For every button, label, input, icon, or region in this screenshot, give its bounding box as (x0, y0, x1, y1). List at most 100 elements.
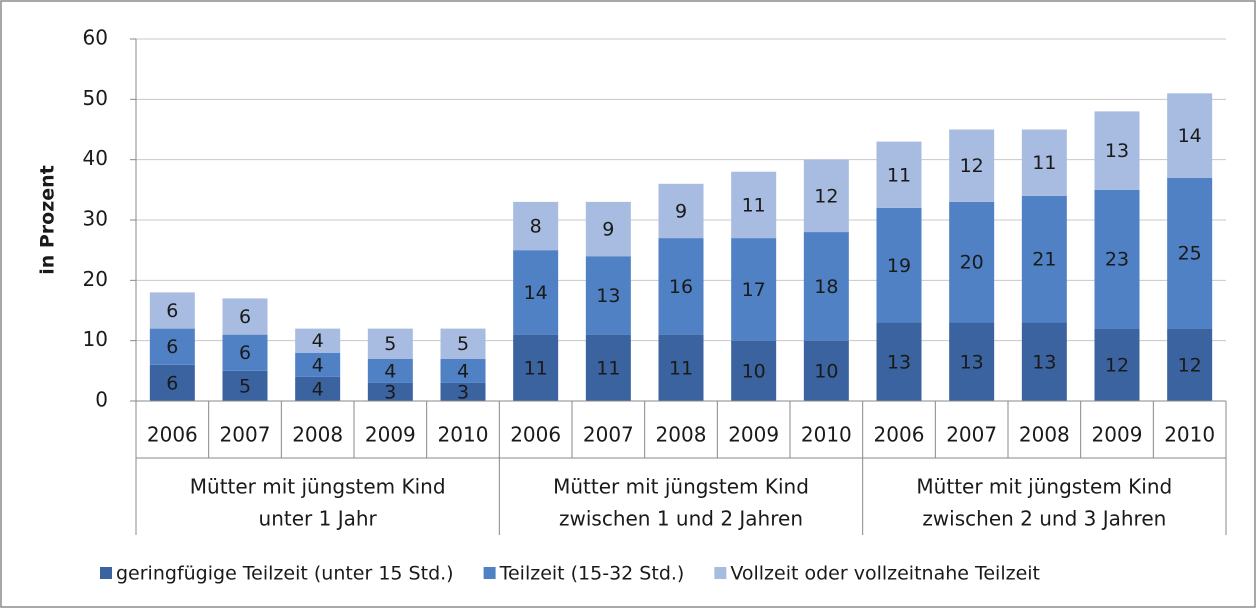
bar-segment (513, 250, 559, 335)
data-label: 8 (530, 216, 542, 238)
legend-swatch (483, 567, 496, 579)
y-tick-label: 0 (95, 388, 108, 412)
data-label: 10 (742, 360, 766, 382)
x-tick-label: 2006 (510, 423, 561, 447)
bar-segment (513, 334, 559, 401)
bar-segment (803, 340, 849, 401)
data-label: 13 (887, 351, 911, 373)
bar-segment (949, 322, 995, 401)
bar-segment (585, 201, 631, 257)
data-label: 6 (239, 306, 251, 328)
bar-segment (1094, 189, 1140, 329)
data-label: 6 (239, 342, 251, 364)
bar-segment (295, 352, 341, 377)
data-label: 12 (814, 185, 838, 207)
data-label: 4 (384, 360, 396, 382)
x-tick-label: 2008 (656, 423, 707, 447)
data-label: 6 (166, 336, 178, 358)
data-label: 11 (887, 164, 911, 186)
bar-segment (222, 298, 268, 335)
bar-segment (731, 238, 777, 341)
x-tick-label: 2009 (365, 423, 416, 447)
data-label: 14 (524, 282, 548, 304)
x-tick-label: 2009 (1092, 423, 1143, 447)
y-axis-title: in Prozent (37, 165, 59, 275)
x-tick-label: 2007 (946, 423, 997, 447)
data-label: 5 (384, 333, 396, 355)
bar-segment (731, 340, 777, 401)
data-label: 9 (602, 219, 614, 241)
data-label: 6 (166, 372, 178, 394)
data-label: 13 (1105, 140, 1129, 162)
data-label: 4 (457, 360, 469, 382)
data-label: 13 (596, 285, 620, 307)
bar-segment (876, 322, 922, 401)
data-label: 11 (596, 357, 620, 379)
x-tick-label: 2010 (1164, 423, 1215, 447)
legend-swatch (714, 567, 727, 579)
legend-label: Vollzeit oder vollzeitnahe Teilzeit (730, 563, 1040, 585)
bar-segment (658, 238, 704, 335)
x-tick-label: 2010 (801, 423, 852, 447)
data-label: 3 (384, 381, 396, 403)
group-label: Mütter mit jüngstem Kind (553, 475, 809, 499)
y-tick-label: 20 (83, 267, 108, 291)
bar-segment (585, 334, 631, 401)
data-label: 25 (1178, 243, 1202, 265)
bar-segment (1167, 328, 1213, 401)
y-tick-label: 10 (83, 327, 108, 351)
data-label: 12 (1178, 354, 1202, 376)
bar-segment (440, 382, 486, 401)
data-label: 12 (960, 155, 984, 177)
data-label: 18 (814, 276, 838, 298)
bar-segment (731, 171, 777, 239)
bar-segment (876, 141, 922, 208)
data-label: 19 (887, 255, 911, 277)
data-label: 5 (239, 375, 251, 397)
bar-segment (367, 382, 413, 401)
data-label: 16 (669, 276, 693, 298)
bar-segment (949, 201, 995, 323)
data-label: 11 (742, 194, 766, 216)
bar-segment (1021, 129, 1067, 196)
bar-segment (222, 370, 268, 401)
group-label: Mütter mit jüngstem Kind (916, 475, 1172, 499)
group-label: Mütter mit jüngstem Kind (190, 475, 446, 499)
legend-label: Teilzeit (15-32 Std.) (499, 563, 685, 585)
x-tick-label: 2010 (438, 423, 489, 447)
bar-segment (1167, 93, 1213, 178)
data-label: 10 (814, 360, 838, 382)
data-label: 17 (742, 279, 766, 301)
data-label: 11 (669, 357, 693, 379)
bar-segment (149, 328, 195, 365)
bar-segment (367, 358, 413, 383)
data-label: 13 (960, 351, 984, 373)
data-label: 5 (457, 333, 469, 355)
legend-swatch (100, 567, 112, 579)
data-label: 12 (1105, 354, 1129, 376)
data-label: 9 (675, 200, 687, 222)
data-label: 4 (312, 330, 324, 352)
group-label: unter 1 Jahr (259, 507, 378, 531)
data-label: 20 (960, 252, 984, 274)
x-tick-label: 2008 (1019, 423, 1070, 447)
bar-segment (440, 358, 486, 383)
data-label: 4 (312, 354, 324, 376)
y-tick-label: 50 (83, 86, 108, 110)
x-tick-label: 2008 (292, 423, 343, 447)
bar-segment (440, 328, 486, 359)
bar-segment (803, 159, 849, 233)
bar-segment (222, 334, 268, 371)
bar-segment (149, 292, 195, 329)
group-label: zwischen 1 und 2 Jahren (559, 507, 803, 531)
bar-segment (295, 376, 341, 401)
x-tick-label: 2006 (874, 423, 925, 447)
y-tick-label: 60 (83, 26, 108, 50)
data-label: 6 (166, 300, 178, 322)
bar-segment (658, 334, 704, 401)
legend-label: geringfügige Teilzeit (unter 15 Std.) (116, 563, 454, 585)
bar-segment (658, 183, 704, 239)
data-label: 14 (1178, 125, 1202, 147)
data-label: 13 (1032, 351, 1056, 373)
